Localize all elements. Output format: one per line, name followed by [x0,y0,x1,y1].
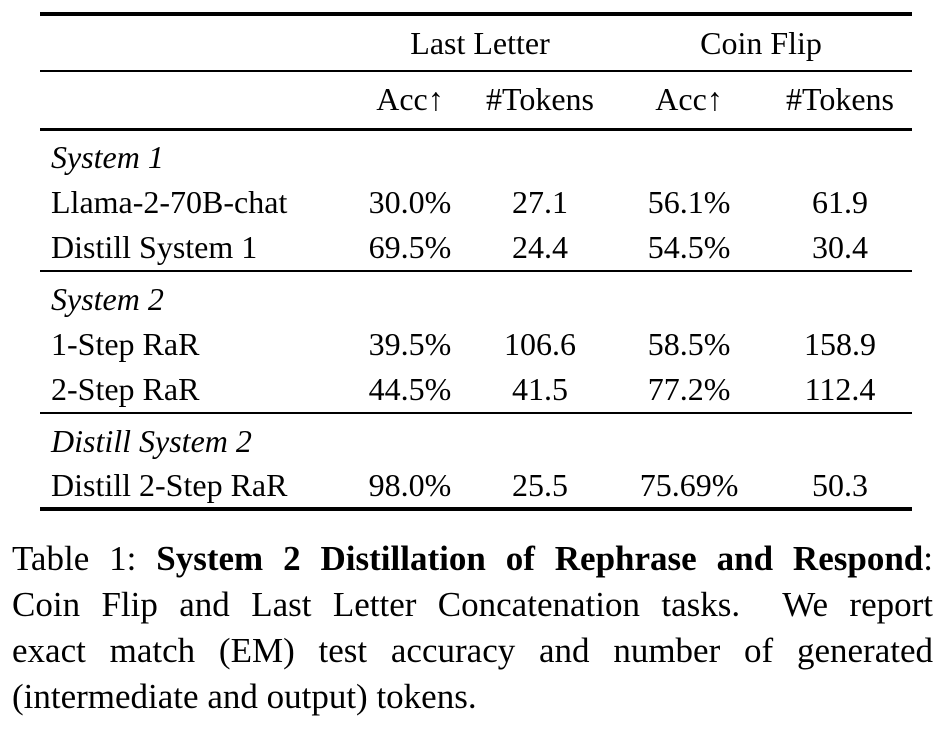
cell-value: 75.69% [639,466,739,503]
cell-value: 58.5% [647,325,731,362]
cell-value: 158.9 [804,325,877,362]
caption-line: (intermediate and output) tokens. [12,674,933,720]
caption-text: exact match (EM) test accuracy and numbe… [12,631,933,670]
table-section: Distill System 2 Distill 2-Step RaR 98.0% 2… [40,413,913,509]
cell-value: 69.5% [368,229,452,265]
section-title: System 1 [51,138,164,175]
cell-value: 30.4 [812,229,869,265]
table-row: Distill System 1 69.5% 24.4 54.5% 30.4 [40,225,912,271]
table-row: 2-Step RaR 44.5% 41.5 77.2% 112.4 [40,367,912,413]
table-header: Last Letter Coin Flip Acc↑ #Tokens Acc↑ … [40,14,913,131]
column-header-acc-coin-flip: Acc↑ [610,71,769,131]
cell-value: 39.5% [368,325,452,362]
row-label: 1-Step RaR [51,325,200,362]
caption-bold-text: System 2 Distillation of Rephrase and Re… [156,539,924,578]
column-header-tokens-coin-flip: #Tokens [768,71,913,131]
caption-text: (intermediate and output) tokens. [12,677,477,716]
row-label: Distill 2-Step RaR [51,466,288,503]
row-label: Distill System 1 [51,229,258,265]
group-header-coin-flip: Coin Flip [610,14,913,72]
cell-value: 56.1% [647,183,731,220]
row-label: 2-Step RaR [51,371,200,407]
row-label: Llama-2-70B-chat [51,183,288,220]
table-row: Distill 2-Step RaR 98.0% 25.5 75.69% 50.3 [40,463,912,509]
cell-value: 61.9 [812,183,869,220]
caption-line: Coin Flip and Last Letter Concatenation … [12,582,933,628]
cell-value: 41.5 [512,371,568,407]
cell-value: 54.5% [647,229,731,265]
cell-value: 27.1 [512,183,568,220]
cell-value: 44.5% [368,371,452,407]
cell-value: 98.0% [368,466,452,503]
subheader-row: Acc↑ #Tokens Acc↑ #Tokens [40,71,913,131]
section-title-row: System 1 [40,129,912,179]
table-caption: Table 1: System 2 Distillation of Rephra… [12,536,933,720]
cell-value: 25.5 [512,466,568,503]
table-section: System 2 1-Step RaR 39.5% 106.6 58.5% 158.9 2-… [40,271,913,413]
section-title: Distill System 2 [51,422,252,459]
group-header-row: Last Letter Coin Flip [40,14,913,72]
corner-cell [40,71,350,131]
cell-value: 24.4 [512,229,568,265]
corner-cell [40,14,350,72]
group-header-last-letter: Last Letter [350,14,611,72]
section-title-row: System 2 [40,271,912,321]
caption-line: Table 1: System 2 Distillation of Rephra… [12,536,933,582]
cell-value: 77.2% [647,371,731,407]
table-row: Llama-2-70B-chat 30.0% 27.1 56.1% 61.9 [40,179,912,225]
caption-text: : [923,539,933,578]
table-row: 1-Step RaR 39.5% 106.6 58.5% 158.9 [40,321,912,367]
section-title-row: Distill System 2 [40,413,912,463]
section-title: System 2 [51,280,164,317]
table-section: System 1 Llama-2-70B-chat 30.0% 27.1 56.1% 61… [40,129,913,271]
caption-text: Table 1: [12,539,157,578]
cell-value: 50.3 [812,466,869,503]
column-header-tokens-last-letter: #Tokens [470,71,611,131]
cell-value: 112.4 [804,371,876,407]
cell-value: 106.6 [504,325,576,362]
column-header-acc-last-letter: Acc↑ [350,71,470,131]
caption-text: Coin Flip and Last Letter Concatenation … [12,585,933,624]
cell-value: 30.0% [368,183,452,220]
caption-line: exact match (EM) test accuracy and numbe… [12,628,933,674]
results-table: Last Letter Coin Flip Acc↑ #Tokens Acc↑ … [40,12,913,511]
